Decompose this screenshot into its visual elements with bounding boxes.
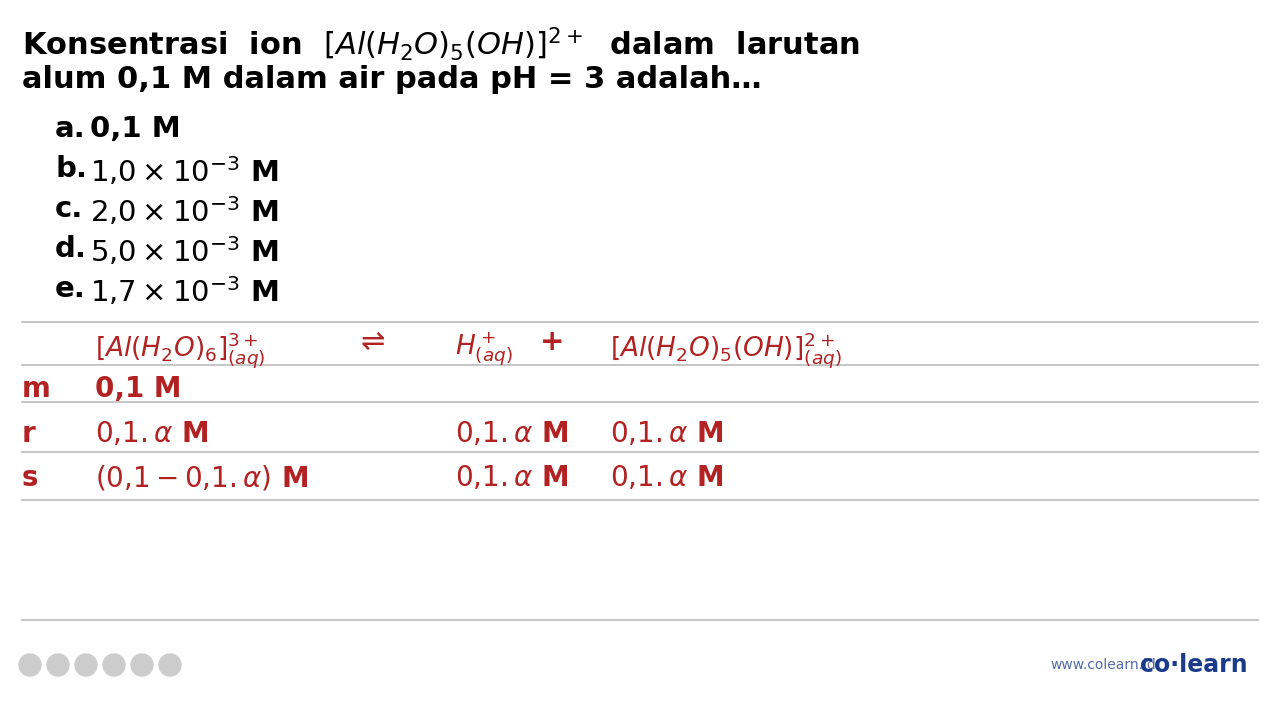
Text: 0,1 M: 0,1 M xyxy=(90,115,180,143)
Text: c.: c. xyxy=(55,195,83,223)
Text: a.: a. xyxy=(55,115,86,143)
Text: +: + xyxy=(540,328,564,356)
Text: $[Al(H_2O)_5(OH)]^{2+}_{(aq)}$: $[Al(H_2O)_5(OH)]^{2+}_{(aq)}$ xyxy=(611,330,842,370)
Text: $5{,}0 \times 10^{-3}$ M: $5{,}0 \times 10^{-3}$ M xyxy=(90,235,279,268)
Circle shape xyxy=(102,654,125,676)
Text: $0{,}1.\alpha$ M: $0{,}1.\alpha$ M xyxy=(95,420,209,448)
Text: $1{,}7 \times 10^{-3}$ M: $1{,}7 \times 10^{-3}$ M xyxy=(90,275,279,308)
Text: $2{,}0 \times 10^{-3}$ M: $2{,}0 \times 10^{-3}$ M xyxy=(90,195,279,228)
Circle shape xyxy=(19,654,41,676)
Text: b.: b. xyxy=(55,155,87,183)
Text: r: r xyxy=(22,420,36,448)
Text: www.colearn.id: www.colearn.id xyxy=(1050,658,1156,672)
Text: $\rightleftharpoons$: $\rightleftharpoons$ xyxy=(355,328,385,356)
Text: d.: d. xyxy=(55,235,87,263)
Text: $[Al(H_2O)_6]^{3+}_{(aq)}$: $[Al(H_2O)_6]^{3+}_{(aq)}$ xyxy=(95,330,265,370)
Circle shape xyxy=(131,654,154,676)
Text: 0,1 M: 0,1 M xyxy=(95,375,182,403)
Text: $0{,}1.\alpha$ M: $0{,}1.\alpha$ M xyxy=(454,420,568,448)
Text: e.: e. xyxy=(55,275,86,303)
Text: alum 0,1 M dalam air pada pH = 3 adalah…: alum 0,1 M dalam air pada pH = 3 adalah… xyxy=(22,65,762,94)
Circle shape xyxy=(47,654,69,676)
Text: m: m xyxy=(22,375,51,403)
Text: Konsentrasi  ion  $[Al(H_2O)_5(OH)]^{2+}$  dalam  larutan: Konsentrasi ion $[Al(H_2O)_5(OH)]^{2+}$ … xyxy=(22,25,860,63)
Text: $H^+_{(aq)}$: $H^+_{(aq)}$ xyxy=(454,330,513,368)
Text: $(0{,}1 - 0{,}1.\alpha)$ M: $(0{,}1 - 0{,}1.\alpha)$ M xyxy=(95,464,308,493)
Text: s: s xyxy=(22,464,38,492)
Circle shape xyxy=(76,654,97,676)
Text: co·learn: co·learn xyxy=(1140,653,1248,677)
Text: $0{,}1.\alpha$ M: $0{,}1.\alpha$ M xyxy=(611,420,723,448)
Text: $1{,}0 \times 10^{-3}$ M: $1{,}0 \times 10^{-3}$ M xyxy=(90,155,279,188)
Circle shape xyxy=(159,654,180,676)
Text: $0{,}1.\alpha$ M: $0{,}1.\alpha$ M xyxy=(454,464,568,492)
Text: $0{,}1.\alpha$ M: $0{,}1.\alpha$ M xyxy=(611,464,723,492)
